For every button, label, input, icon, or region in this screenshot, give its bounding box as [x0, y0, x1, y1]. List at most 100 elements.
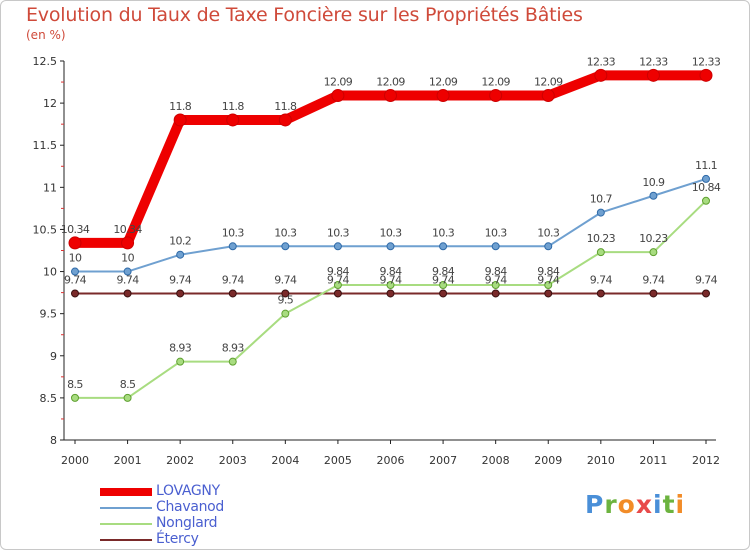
data-label-nonglard: 8.5	[67, 378, 83, 391]
data-point-lovagny	[594, 68, 608, 82]
logo-letter: x	[635, 490, 653, 519]
data-point-lovagny	[541, 89, 555, 103]
y-tick-label: 11.5	[33, 139, 58, 152]
data-point-lovagny	[278, 113, 292, 127]
data-label-nonglard: 9.5	[277, 294, 293, 307]
data-point-chavanod	[333, 242, 342, 251]
data-label-etercy: 9.74	[695, 273, 718, 286]
data-point-nonglard	[333, 281, 342, 290]
data-label-chavanod: 10.3	[274, 226, 297, 239]
data-point-etercy	[439, 289, 448, 298]
legend-swatch-lovagny	[100, 488, 152, 496]
legend-swatch-nonglard	[100, 523, 152, 525]
data-point-lovagny	[489, 89, 503, 103]
data-point-etercy	[333, 289, 342, 298]
data-label-chavanod: 10	[69, 252, 82, 265]
data-label-chavanod: 10	[121, 252, 134, 265]
data-point-etercy	[71, 289, 79, 298]
data-point-lovagny	[173, 113, 187, 127]
data-label-etercy: 9.74	[379, 273, 402, 286]
data-point-chavanod	[71, 267, 79, 276]
data-label-etercy: 9.74	[432, 273, 455, 286]
data-point-nonglard	[544, 281, 553, 290]
data-label-etercy: 9.74	[64, 273, 87, 286]
data-point-nonglard	[649, 248, 658, 257]
data-label-chavanod: 10.3	[485, 226, 508, 239]
data-label-etercy: 9.74	[537, 273, 560, 286]
data-point-lovagny	[68, 236, 82, 250]
data-point-chavanod	[596, 208, 605, 217]
data-point-lovagny	[226, 113, 240, 127]
data-label-chavanod: 10.3	[432, 226, 455, 239]
chart-title: Evolution du Taux de Taxe Foncière sur l…	[26, 4, 583, 26]
data-label-nonglard: 10.84	[692, 181, 721, 194]
data-label-etercy: 9.74	[169, 273, 192, 286]
logo-letter: i	[675, 490, 686, 519]
chart-subtitle: (en %)	[26, 28, 66, 42]
data-point-etercy	[649, 289, 658, 298]
data-label-chavanod: 10.3	[379, 226, 402, 239]
data-label-chavanod: 10.7	[590, 193, 613, 206]
data-point-etercy	[544, 289, 553, 298]
data-label-chavanod: 10.3	[537, 226, 560, 239]
data-point-nonglard	[596, 248, 605, 257]
data-label-etercy: 9.74	[274, 273, 297, 286]
data-label-lovagny: 11.8	[169, 100, 192, 113]
data-label-nonglard: 10.23	[639, 232, 668, 245]
chart-series	[68, 68, 713, 402]
data-point-chavanod	[123, 267, 132, 276]
data-point-lovagny	[331, 89, 345, 103]
x-tick-label: 2005	[324, 454, 352, 467]
data-label-etercy: 9.74	[590, 273, 613, 286]
chart-data-labels: 10.34 10.34 11.8 11.8 11.8 12.09 12.09 12.09 12.…	[61, 55, 722, 391]
data-point-etercy	[596, 289, 605, 298]
data-label-lovagny: 11.8	[274, 100, 297, 113]
data-label-lovagny: 12.09	[376, 76, 405, 89]
y-tick-label: 12	[43, 97, 57, 110]
legend-swatch-chavanod	[100, 507, 152, 509]
data-point-etercy	[386, 289, 395, 298]
x-tick-label: 2010	[587, 454, 615, 467]
logo-letter: t	[662, 490, 676, 519]
x-tick-label: 2004	[271, 454, 299, 467]
data-label-chavanod: 10.3	[222, 226, 245, 239]
data-point-lovagny	[646, 68, 660, 82]
data-point-etercy	[281, 289, 290, 298]
x-tick-label: 2002	[166, 454, 194, 467]
data-point-chavanod	[702, 174, 710, 183]
x-tick-label: 2008	[482, 454, 510, 467]
data-label-lovagny: 12.33	[692, 55, 721, 68]
data-point-chavanod	[228, 242, 237, 251]
data-point-nonglard	[176, 357, 185, 366]
data-point-etercy	[702, 289, 710, 298]
data-label-etercy: 9.74	[485, 273, 508, 286]
data-point-nonglard	[702, 196, 710, 205]
x-tick-label: 2007	[429, 454, 457, 467]
data-point-etercy	[491, 289, 500, 298]
x-tick-label: 2000	[61, 454, 89, 467]
y-tick-label: 8	[50, 434, 57, 447]
legend-label-chavanod: Chavanod	[156, 499, 225, 515]
data-label-nonglard: 9.84	[432, 265, 455, 278]
logo-letter: o	[617, 490, 636, 519]
data-point-lovagny	[121, 236, 135, 250]
data-point-nonglard	[228, 357, 237, 366]
data-label-lovagny: 10.34	[113, 223, 142, 236]
y-tick-label: 9.5	[40, 308, 58, 321]
legend-swatch-etercy	[100, 539, 152, 541]
data-point-etercy	[123, 289, 132, 298]
x-tick-label: 2006	[377, 454, 405, 467]
data-label-lovagny: 12.33	[587, 55, 616, 68]
data-label-lovagny: 12.09	[481, 76, 510, 89]
proxiti-logo: Proxiti	[585, 490, 685, 519]
data-label-lovagny: 11.8	[222, 100, 245, 113]
data-label-nonglard: 8.93	[169, 342, 192, 355]
data-label-nonglard: 9.84	[537, 265, 560, 278]
data-point-nonglard	[439, 281, 448, 290]
data-label-nonglard: 8.5	[120, 378, 136, 391]
data-point-chavanod	[649, 191, 658, 200]
y-tick-label: 8.5	[40, 392, 58, 405]
data-label-nonglard: 9.84	[327, 265, 350, 278]
y-tick-label: 10	[43, 266, 57, 279]
data-label-lovagny: 12.09	[534, 76, 563, 89]
